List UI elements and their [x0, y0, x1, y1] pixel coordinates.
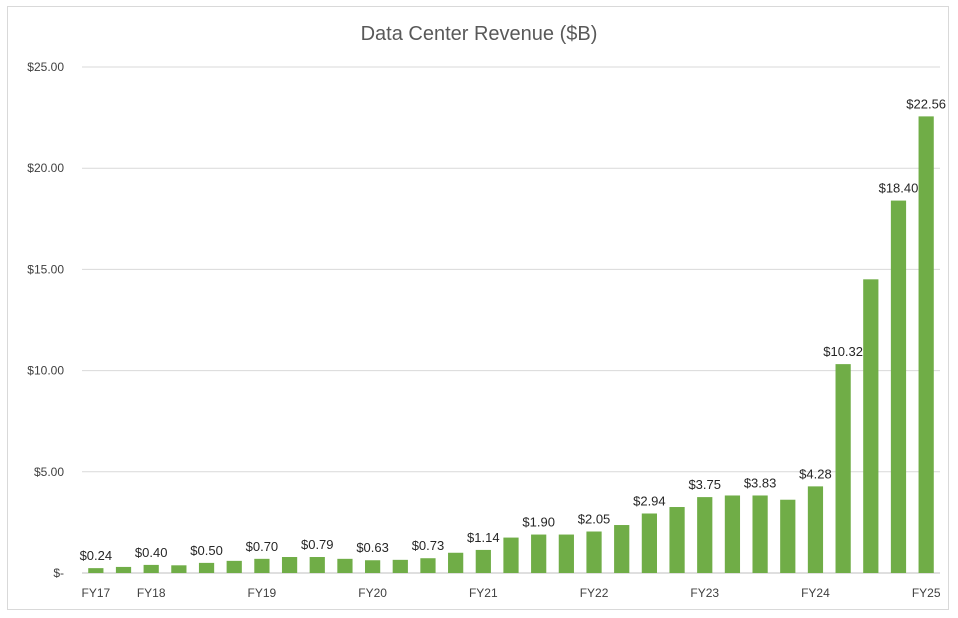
bar [586, 531, 602, 573]
x-tick-label: FY21 [469, 586, 498, 600]
data-label: $0.50 [190, 543, 223, 558]
data-label: $0.70 [246, 539, 279, 554]
data-label: $3.83 [744, 475, 777, 490]
x-tick-label: FY24 [801, 586, 830, 600]
bar [752, 495, 768, 573]
bar [807, 486, 824, 573]
data-label: $0.79 [301, 537, 334, 552]
bar [669, 507, 685, 573]
x-axis-ticks: FY17 FY18 FY19 FY20 FY21 FY22 FY23 FY24 FY25 [81, 586, 940, 600]
bar [448, 552, 464, 573]
x-tick-label: FY19 [248, 586, 277, 600]
bar [392, 559, 408, 573]
bar [365, 560, 381, 573]
x-tick-label: FY25 [912, 586, 941, 600]
bar [198, 562, 215, 573]
bar [88, 568, 104, 573]
bar [337, 558, 353, 573]
bar [226, 560, 242, 573]
bar [115, 566, 132, 573]
bar [918, 116, 934, 574]
y-tick-label: $20.00 [27, 161, 64, 175]
bar [503, 537, 519, 573]
data-label: $0.24 [80, 548, 113, 563]
bar [420, 558, 436, 573]
gridlines [82, 66, 940, 574]
bar [558, 534, 574, 573]
x-tick-label: FY17 [81, 586, 110, 600]
y-tick-label: $25.00 [27, 60, 64, 74]
bars [88, 116, 934, 574]
x-tick-label: FY22 [580, 586, 609, 600]
y-tick-label: $- [53, 566, 64, 580]
bar [309, 557, 325, 573]
x-tick-label: FY18 [137, 586, 166, 600]
data-label: $1.90 [522, 515, 555, 530]
data-label: $18.40 [879, 181, 919, 196]
data-label: $0.63 [356, 540, 389, 555]
y-tick-label: $10.00 [27, 364, 64, 378]
data-labels: $0.24 $0.40 $0.50 $0.70 $0.79 $0.63 $0.73 $1.14… [80, 96, 946, 563]
data-label: $10.32 [823, 344, 863, 359]
x-tick-label: FY20 [358, 586, 387, 600]
bar [143, 564, 159, 573]
bar [835, 364, 851, 573]
bar [863, 279, 879, 573]
y-axis-ticks: $- $5.00 $10.00 $15.00 $20.00 $25.00 [27, 60, 64, 580]
data-label: $0.40 [135, 545, 168, 560]
chart-title: Data Center Revenue ($B) [361, 23, 598, 45]
bar [697, 497, 713, 573]
data-label: $2.05 [578, 512, 611, 527]
bar [171, 565, 187, 573]
bar [614, 525, 630, 573]
data-label: $4.28 [799, 466, 832, 481]
bar [890, 200, 907, 574]
y-tick-label: $5.00 [34, 465, 64, 479]
bar [780, 499, 796, 573]
bar [475, 549, 491, 573]
bar [281, 557, 298, 573]
data-label: $0.73 [412, 538, 445, 553]
x-tick-label: FY23 [690, 586, 719, 600]
data-label: $3.75 [688, 477, 721, 492]
data-label: $22.56 [906, 96, 946, 111]
data-label: $2.94 [633, 493, 666, 508]
bar [641, 513, 657, 573]
data-label: $1.14 [467, 530, 500, 545]
bar [254, 558, 270, 573]
bar [531, 534, 547, 573]
bar [724, 495, 741, 573]
y-tick-label: $15.00 [27, 262, 64, 276]
